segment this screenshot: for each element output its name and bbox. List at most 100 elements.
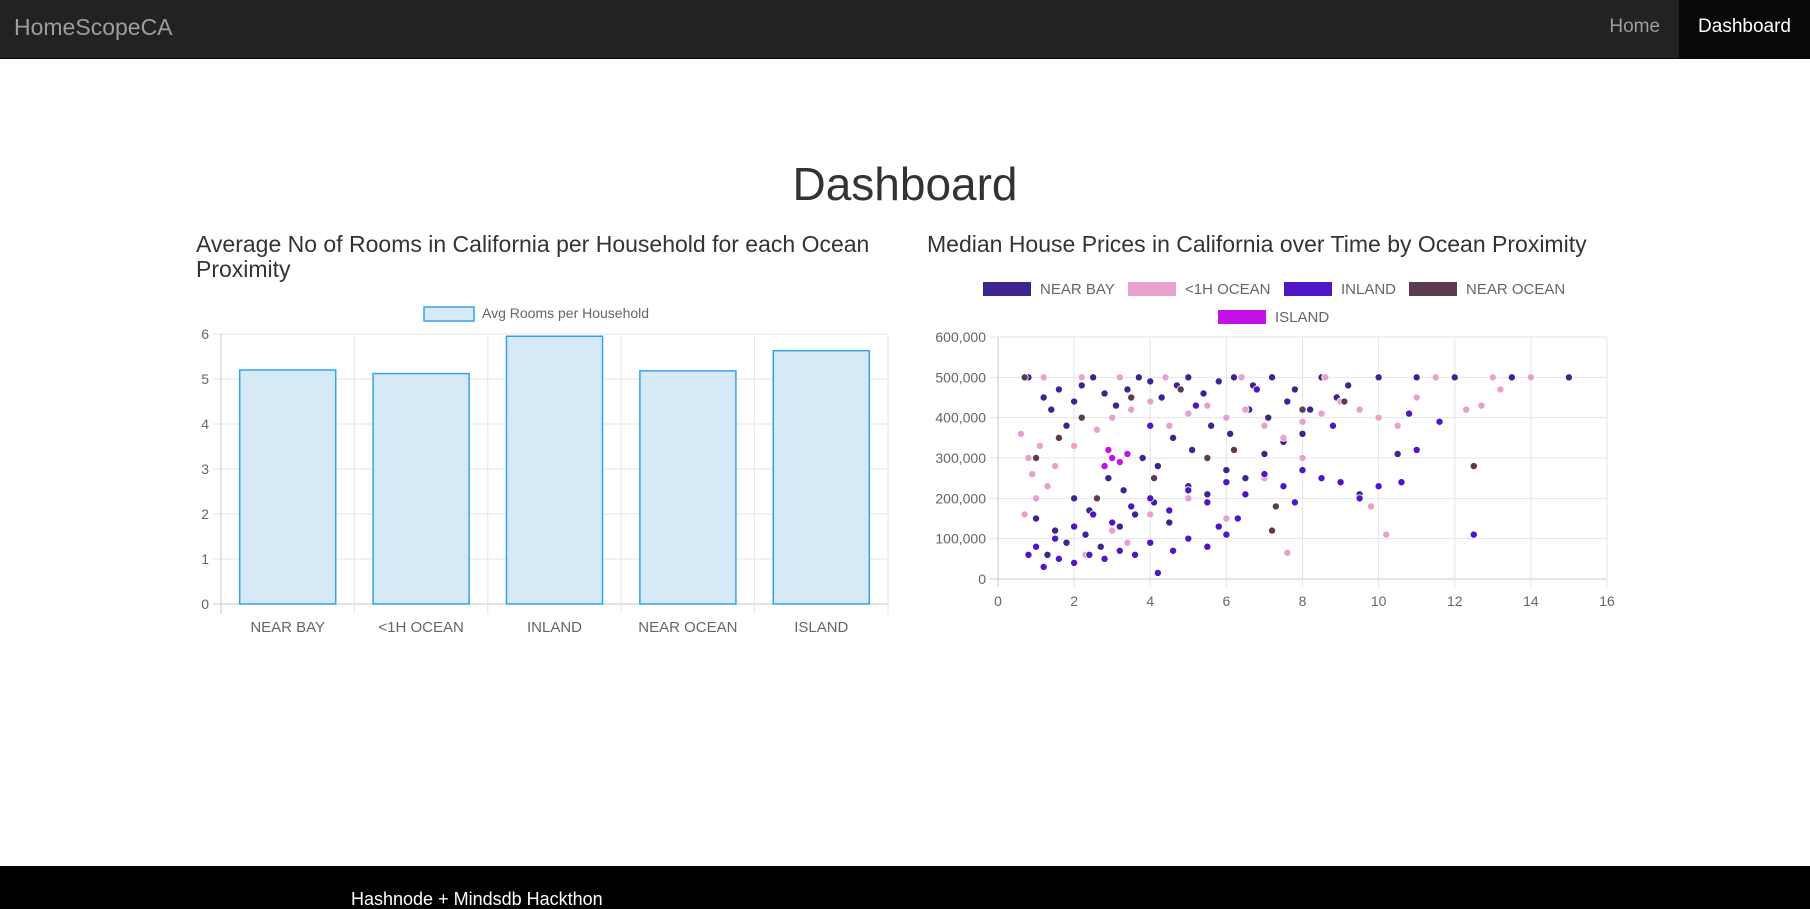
scatter-point	[1116, 458, 1123, 465]
scatter-point	[1093, 495, 1100, 502]
scatter-point	[1169, 434, 1176, 441]
scatter-point	[1124, 386, 1131, 393]
scatter-point	[1508, 374, 1515, 381]
scatter-point	[1120, 487, 1127, 494]
scatter-point	[1204, 543, 1211, 550]
scatter-point	[1021, 374, 1028, 381]
scatter-point	[1242, 406, 1249, 413]
scatter-point	[1051, 462, 1058, 469]
scatter-point	[1268, 527, 1275, 534]
scatter-point	[1147, 378, 1154, 385]
scatter-point	[1169, 547, 1176, 554]
scatter-point	[1394, 450, 1401, 457]
scatter-point	[1215, 378, 1222, 385]
scatter-point	[1078, 374, 1085, 381]
scatter-point	[1185, 535, 1192, 542]
scatter-point	[1432, 374, 1439, 381]
scatter-point	[1291, 386, 1298, 393]
scatter-point	[1078, 382, 1085, 389]
scatter-point	[1375, 414, 1382, 421]
scatter-point	[1463, 406, 1470, 413]
scatter-y-tick-label: 300,000	[935, 450, 986, 466]
scatter-point	[1139, 454, 1146, 461]
scatter-point	[1413, 374, 1420, 381]
scatter-point	[1082, 531, 1089, 538]
scatter-point	[1154, 462, 1161, 469]
scatter-point	[1071, 523, 1078, 530]
scatter-legend-swatch	[1218, 310, 1266, 324]
scatter-point	[1044, 483, 1051, 490]
scatter-point	[1021, 511, 1028, 518]
scatter-point	[1150, 475, 1157, 482]
scatter-point	[1223, 414, 1230, 421]
scatter-point	[1398, 479, 1405, 486]
scatter-x-tick-label: 4	[1146, 593, 1154, 609]
scatter-y-tick-label: 600,000	[935, 329, 986, 345]
scatter-point	[1280, 434, 1287, 441]
scatter-point	[1101, 390, 1108, 397]
scatter-x-tick-label: 12	[1447, 593, 1463, 609]
scatter-point	[1341, 398, 1348, 405]
scatter-point	[1071, 559, 1078, 566]
scatter-point	[1105, 446, 1112, 453]
scatter-point	[1375, 483, 1382, 490]
scatter-point	[1230, 446, 1237, 453]
scatter-legend-label: INLAND	[1341, 281, 1396, 298]
scatter-point	[1055, 555, 1062, 562]
scatter-point	[1436, 418, 1443, 425]
scatter-point	[1204, 402, 1211, 409]
scatter-point	[1200, 390, 1207, 397]
scatter-point	[1101, 555, 1108, 562]
scatter-point	[1451, 374, 1458, 381]
scatter-point	[1223, 479, 1230, 486]
scatter-point	[1356, 495, 1363, 502]
scatter-legend-swatch	[1128, 282, 1176, 296]
scatter-point	[1124, 450, 1131, 457]
scatter-point	[1318, 410, 1325, 417]
scatter-point	[1032, 454, 1039, 461]
scatter-point	[1055, 434, 1062, 441]
scatter-point	[1147, 539, 1154, 546]
scatter-legend-label: ISLAND	[1275, 309, 1329, 326]
scatter-point	[1189, 446, 1196, 453]
scatter-point	[1051, 535, 1058, 542]
scatter-point	[1071, 398, 1078, 405]
scatter-point	[1307, 406, 1314, 413]
scatter-point	[1128, 406, 1135, 413]
scatter-point	[1284, 549, 1291, 556]
scatter-point	[1329, 422, 1336, 429]
scatter-point	[1299, 406, 1306, 413]
scatter-point	[1470, 462, 1477, 469]
scatter-point	[1154, 569, 1161, 576]
scatter-point	[1284, 398, 1291, 405]
scatter-point	[1063, 539, 1070, 546]
scatter-point	[1101, 462, 1108, 469]
scatter-point	[1497, 386, 1504, 393]
scatter-point	[1109, 414, 1116, 421]
scatter-point	[1527, 374, 1534, 381]
scatter-x-tick-label: 16	[1599, 593, 1615, 609]
scatter-point	[1394, 422, 1401, 429]
scatter-point	[1375, 374, 1382, 381]
scatter-point	[1478, 402, 1485, 409]
scatter-point	[1242, 491, 1249, 498]
scatter-y-tick-label: 0	[978, 571, 986, 587]
scatter-point	[1112, 402, 1119, 409]
scatter-point	[1109, 454, 1116, 461]
scatter-point	[1162, 374, 1169, 381]
scatter-point	[1032, 515, 1039, 522]
scatter-legend-swatch	[1409, 282, 1457, 296]
scatter-point	[1147, 398, 1154, 405]
scatter-legend-swatch	[1284, 282, 1332, 296]
scatter-point	[1166, 422, 1173, 429]
scatter-x-tick-label: 8	[1299, 593, 1307, 609]
scatter-point	[1093, 426, 1100, 433]
scatter-point	[1204, 491, 1211, 498]
scatter-point	[1051, 527, 1058, 534]
scatter-series	[1025, 386, 1478, 577]
scatter-point	[1090, 374, 1097, 381]
scatter-y-tick-label: 500,000	[935, 369, 986, 385]
scatter-point	[1044, 551, 1051, 558]
scatter-point	[1063, 422, 1070, 429]
scatter-point	[1291, 499, 1298, 506]
